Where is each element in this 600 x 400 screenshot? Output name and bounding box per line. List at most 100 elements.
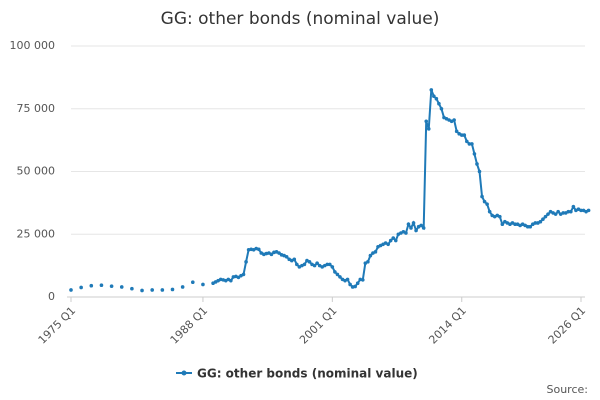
data-point	[553, 212, 558, 216]
data-point	[533, 221, 538, 225]
data-point	[269, 252, 274, 257]
data-point	[434, 96, 439, 101]
data-point	[355, 281, 360, 285]
data-point	[498, 214, 502, 219]
data-point	[160, 288, 165, 292]
data-point	[69, 288, 73, 292]
data-point	[373, 250, 378, 254]
data-point	[561, 211, 566, 215]
data-point	[414, 228, 418, 233]
data-point	[571, 204, 576, 209]
data-point	[432, 94, 436, 98]
data-point	[180, 285, 185, 289]
data-point	[546, 212, 550, 216]
data-point	[459, 133, 464, 137]
data-point	[485, 202, 489, 206]
data-point	[244, 260, 248, 264]
data-point	[579, 208, 583, 213]
data-point	[150, 288, 154, 292]
data-point	[475, 162, 479, 166]
data-point	[586, 208, 591, 213]
x-tick-label: 2026 Q1	[546, 304, 589, 347]
data-point	[229, 278, 233, 283]
data-point	[312, 263, 317, 268]
data-point	[462, 133, 467, 137]
data-point	[170, 287, 175, 292]
data-point	[480, 194, 484, 199]
data-point	[353, 284, 357, 289]
source: Source:	[547, 383, 589, 396]
legend-label: GG: other bonds (nominal value)	[197, 367, 418, 381]
data-point	[295, 262, 299, 267]
data-point	[277, 251, 281, 255]
data-line	[212, 89, 590, 289]
data-point	[388, 238, 393, 243]
data-point	[409, 226, 413, 230]
x-tick-label: 2014 Q1	[426, 304, 469, 347]
data-point	[465, 139, 469, 144]
data-point	[140, 288, 144, 293]
data-point	[119, 285, 124, 289]
data-point	[307, 260, 312, 264]
data-point	[429, 88, 434, 92]
data-point	[500, 222, 505, 227]
data-point	[482, 199, 487, 204]
data-point	[328, 262, 332, 267]
data-point	[421, 226, 426, 230]
data-point	[190, 280, 195, 284]
data-point	[437, 101, 441, 106]
data-point	[315, 261, 319, 265]
data-point	[335, 272, 340, 277]
data-point	[411, 221, 416, 225]
data-point	[467, 142, 472, 146]
data-point	[338, 275, 342, 279]
data-point	[477, 169, 482, 174]
data-point	[556, 209, 560, 214]
legend-marker	[181, 370, 187, 376]
data-point	[406, 222, 411, 227]
data-point	[345, 277, 350, 282]
data-point	[330, 265, 335, 269]
data-point	[391, 236, 396, 240]
data-point	[302, 262, 307, 267]
data-point	[366, 260, 370, 264]
data-point	[404, 231, 408, 235]
data-point	[426, 127, 431, 131]
y-tick-label: 100 000	[10, 39, 56, 52]
data-point	[452, 118, 456, 122]
data-point	[284, 255, 289, 259]
data-point	[89, 283, 94, 288]
x-tick-label: 2001 Q1	[297, 304, 340, 347]
data-point	[360, 278, 365, 282]
legend-item: GG: other bonds (nominal value)	[176, 367, 418, 381]
data-point	[393, 238, 398, 243]
data-point	[566, 209, 571, 214]
data-point	[472, 152, 477, 156]
data-point	[368, 253, 373, 258]
y-tick-label: 50 000	[17, 165, 56, 178]
data-point	[543, 214, 548, 219]
data-point	[99, 283, 104, 288]
y-tick-label: 0	[48, 290, 55, 303]
data-point	[419, 223, 423, 228]
data-point	[528, 224, 533, 229]
y-tick-label: 25 000	[17, 227, 56, 240]
data-point	[333, 270, 337, 274]
data-point	[525, 224, 530, 229]
data-point	[541, 217, 545, 221]
data-point	[130, 286, 134, 291]
data-point	[236, 275, 241, 280]
chart-title: GG: other bonds (nominal value)	[161, 9, 440, 29]
data-point	[569, 209, 573, 214]
data-point	[109, 284, 114, 289]
y-tick-label: 75 000	[17, 102, 56, 115]
data-point	[256, 247, 261, 252]
data-point	[325, 262, 330, 267]
data-point	[513, 222, 517, 227]
x-tick-label: 1975 Q1	[36, 304, 79, 347]
x-tick-label: 1988 Q1	[168, 304, 211, 347]
data-point	[470, 142, 474, 146]
data-point	[538, 219, 543, 224]
data-point	[454, 129, 459, 134]
